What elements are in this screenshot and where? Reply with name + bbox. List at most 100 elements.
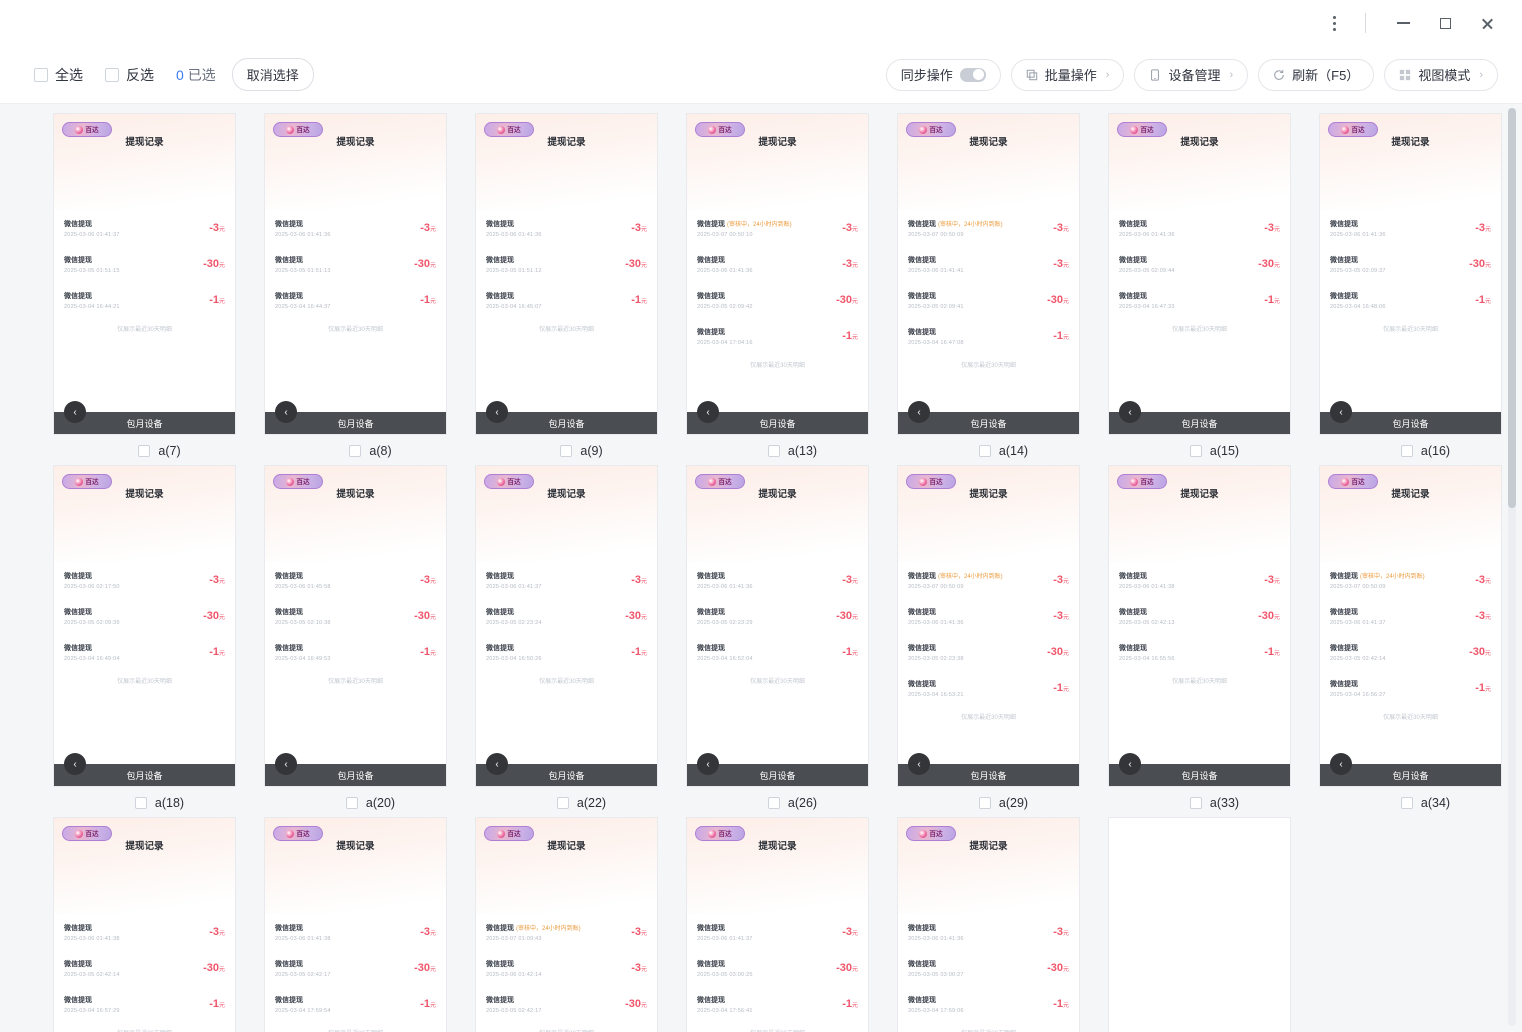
device-preview-card[interactable]: 百达 提现记录 微信提现 2025-03-06 01:41:36 -3元 微信提现 2025… [1109,114,1290,434]
record-amount: -1元 [842,646,858,658]
record-amount: -1元 [420,294,436,306]
device-preview-card[interactable]: 百达 提现记录 微信提现 2025-03-06 01:41:37 -3元 微信提现 2025… [54,114,235,434]
device-select-checkbox[interactable] [138,445,151,457]
device-caption[interactable]: a(22) [476,788,687,818]
device-preview-card[interactable]: 百达 提现记录 微信提现 2025-03-06 01:41:36 -3元 微信提现 2025… [898,818,1079,1032]
device-caption[interactable]: a(14) [898,436,1109,466]
brand-badge-label: 百达 [718,126,732,134]
device-select-checkbox[interactable] [1189,797,1202,809]
record-amount-unit: 元 [1484,651,1491,657]
record-amount-unit: 元 [1062,615,1069,621]
back-button[interactable]: ‹ [64,753,86,775]
batch-operation-button[interactable]: 批量操作 › [1010,58,1125,91]
back-button[interactable]: ‹ [1119,753,1141,775]
record-name: 微信提现 [908,644,936,652]
device-preview-card[interactable]: 百达 提现记录 微信提现 2025-03-06 01:41:38 -3元 微信提现 2025… [1109,466,1290,786]
device-caption[interactable]: a(26) [687,788,898,818]
device-select-checkbox[interactable] [134,797,147,809]
invert-select-checkbox[interactable]: 反选 [105,65,154,85]
record-time: 2025-03-05 02:10:38 [275,619,331,626]
record-footer-note: 仅展示最近30天明细 [961,363,1016,369]
device-manage-button[interactable]: 设备管理 › [1134,58,1249,91]
device-caption[interactable]: a(34) [1320,788,1522,818]
cancel-selection-button[interactable]: 取消选择 [231,58,314,91]
device-caption[interactable]: a(7) [54,436,265,466]
device-preview-card[interactable]: 百达 提现记录 微信提现 (审核中，24小时内到账) 2025-03-07 00:50:… [898,114,1079,434]
record-amount: -30元 [203,610,225,622]
device-caption[interactable]: a(18) [54,788,265,818]
device-preview-card[interactable]: 百达 提现记录 微信提现 2025-03-06 02:17:50 -3元 微信提现 2025… [54,466,235,786]
record-footer-note: 仅展示最近30天明细 [961,715,1016,721]
device-caption[interactable]: a(29) [898,788,1109,818]
back-button[interactable]: ‹ [1330,401,1352,423]
record-time: 2025-03-04 17:56:41 [697,1007,753,1014]
back-button[interactable]: ‹ [486,401,508,423]
back-button[interactable]: ‹ [486,753,508,775]
add-device-card[interactable]: +添加云机 [1109,818,1290,1032]
back-button[interactable]: ‹ [908,401,930,423]
record-name: 微信提现 [486,996,514,1004]
record-amount: -30元 [1469,258,1491,270]
device-caption[interactable]: a(20) [265,788,476,818]
device-select-checkbox[interactable] [1400,797,1413,809]
device-caption[interactable]: a(13) [687,436,898,466]
back-button[interactable]: ‹ [697,401,719,423]
back-button[interactable]: ‹ [908,753,930,775]
device-preview-card[interactable]: 百达 提现记录 微信提现 (审核中，24小时内到账) 2025-03-07 01:09:… [476,818,657,1032]
back-button[interactable]: ‹ [64,401,86,423]
maximize-button[interactable] [1424,6,1466,40]
sync-toggle-switch[interactable] [959,67,986,82]
record-amount: -3元 [420,574,436,586]
device-preview-card[interactable]: 百达 提现记录 微信提现 2025-03-06 01:41:36 -3元 微信提现 2025… [265,114,446,434]
device-caption[interactable]: a(8) [265,436,476,466]
device-select-checkbox[interactable] [556,797,569,809]
back-button[interactable]: ‹ [1330,753,1352,775]
record-info: 微信提现 (审核中，24小时内到账) 2025-03-07 00:50:09 [908,219,1003,238]
refresh-button[interactable]: 刷新（F5） [1258,58,1375,91]
minimize-button[interactable] [1382,6,1424,40]
batch-operation-label: 批量操作 [1044,68,1097,83]
device-preview-card[interactable]: 百达 提现记录 微信提现 2025-03-06 01:41:36 -3元 微信提现 2025… [476,114,657,434]
record-time: 2025-03-06 01:41:41 [908,267,964,274]
record-row: 微信提现 2025-03-04 16:49:04 -1元 [64,634,225,670]
close-button[interactable] [1466,6,1508,40]
back-button[interactable]: ‹ [275,753,297,775]
device-caption[interactable]: a(15) [1109,436,1320,466]
device-preview-card[interactable]: 百达 提现记录 微信提现 2025-03-06 01:41:36 -3元 微信提现 2025… [687,466,868,786]
device-select-checkbox[interactable] [1189,445,1202,457]
device-select-checkbox[interactable] [1400,445,1413,457]
device-select-checkbox[interactable] [349,445,362,457]
view-mode-button[interactable]: 视图模式 › [1384,58,1498,91]
device-select-checkbox[interactable] [978,445,991,457]
device-select-checkbox[interactable] [345,797,358,809]
device-preview-card[interactable]: 百达 提现记录 微信提现 2025-03-06 01:45:58 -3元 微信提现 2025… [265,466,446,786]
brand-badge-icon: 百达 [484,826,534,841]
device-caption[interactable]: a(9) [476,436,687,466]
back-button[interactable]: ‹ [697,753,719,775]
device-preview-card[interactable]: 百达 提现记录 微信提现 2025-03-06 01:41:38 -3元 微信提现 2025… [54,818,235,1032]
device-select-checkbox[interactable] [978,797,991,809]
device-select-checkbox[interactable] [767,797,780,809]
select-all-checkbox[interactable]: 全选 [34,65,83,85]
device-select-checkbox[interactable] [560,445,573,457]
device-preview-card[interactable]: 百达 提现记录 微信提现 2025-03-06 01:41:38 -3元 微信提现 2025… [265,818,446,1032]
back-button[interactable]: ‹ [1119,401,1141,423]
vertical-scrollbar[interactable] [1508,108,1516,1026]
device-preview-card[interactable]: 百达 提现记录 微信提现 (审核中，24小时内到账) 2025-03-07 00:50:… [1320,466,1501,786]
record-info: 微信提现 2025-03-04 17:59:54 [275,995,331,1014]
device-nav-label: 包月设备 [970,770,1007,781]
device-preview-card[interactable]: 百达 提现记录 微信提现 2025-03-06 01:41:37 -3元 微信提现 2025… [687,818,868,1032]
record-name: 微信提现 [275,572,303,580]
device-caption[interactable]: a(33) [1109,788,1320,818]
device-preview-card[interactable]: 百达 提现记录 微信提现 (审核中，24小时内到账) 2025-03-07 00:50:… [898,466,1079,786]
sync-operation-toggle[interactable]: 同步操作 [885,58,1001,91]
device-preview-card[interactable]: 百达 提现记录 微信提现 2025-03-06 01:41:37 -3元 微信提现 2025… [476,466,657,786]
device-select-checkbox[interactable] [767,445,780,457]
kebab-menu-button[interactable] [1313,6,1355,40]
device-preview-card[interactable]: 百达 提现记录 微信提现 2025-03-06 01:41:36 -3元 微信提现 2025… [1320,114,1501,434]
record-name: 微信提现 [275,960,303,968]
back-button[interactable]: ‹ [275,401,297,423]
device-preview-card[interactable]: 百达 提现记录 微信提现 (审核中，24小时内到账) 2025-03-07 00:50:… [687,114,868,434]
scrollbar-thumb[interactable] [1508,108,1516,508]
device-caption[interactable]: a(16) [1320,436,1522,466]
